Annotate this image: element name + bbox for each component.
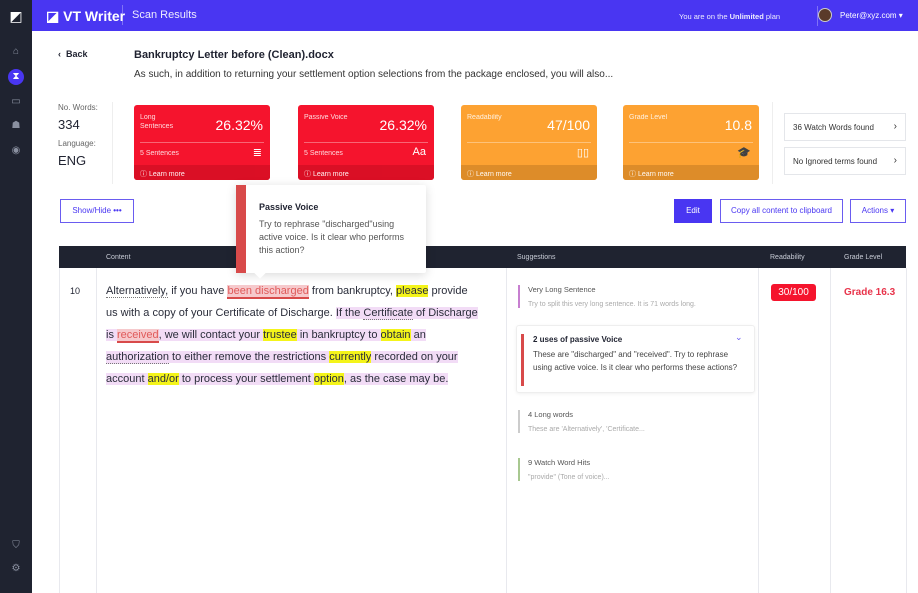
passive-voice-highlight[interactable]: received (117, 329, 159, 343)
card-passive-voice[interactable]: Passive Voice 26.32% 5 Sentences Aa ⓘ Learn … (298, 105, 434, 180)
suggestion-long-words[interactable]: 4 Long words These are 'Alternatively', '… (518, 410, 645, 433)
text-segment[interactable]: authorization (106, 351, 169, 364)
card-grade-level[interactable]: Grade Level 10.8 🎓 ⓘ Learn more (623, 105, 759, 180)
learn-more-link[interactable]: ⓘ Learn more (298, 165, 434, 180)
sidebar: ◩ ⌂ ⧗ ▭ ☗ ◉ ⛉ ⚙ (0, 0, 32, 593)
text-icon: Aa (412, 146, 426, 158)
words-label: No. Words: (58, 103, 98, 112)
plan-text: You are on the Unlimited plan (679, 12, 781, 21)
passive-voice-tooltip: Passive Voice Try to rephrase "discharge… (236, 185, 426, 279)
language-value: ENG (58, 153, 87, 168)
app-logo: ◪ VT Writer (46, 8, 126, 24)
table-header: Content Suggestions Readability Grade Level (59, 246, 906, 268)
avatar[interactable] (818, 8, 832, 22)
row-number: 10 (70, 286, 81, 296)
suggestion-passive-voice[interactable]: 2 uses of passive Voice ⌄ These are "dis… (516, 325, 755, 393)
document-title: Bankruptcy Letter before (Clean).docx (134, 49, 334, 61)
learn-more-link[interactable]: ⓘ Learn more (623, 165, 759, 180)
actions-button[interactable]: Actions ▾ (850, 199, 906, 223)
app-title: VT Writer (63, 8, 126, 24)
user-menu[interactable]: Peter@xyz.com ▾ (840, 11, 903, 20)
watch-words-box[interactable]: 36 Watch Words found › (784, 113, 906, 141)
text-segment: if you have (168, 285, 228, 297)
text-segment[interactable]: Alternatively, (106, 285, 169, 298)
copy-button[interactable]: Copy all content to clipboard (720, 199, 843, 223)
edit-button[interactable]: Edit (674, 199, 712, 223)
section-title: Scan Results (132, 9, 197, 21)
card-icon[interactable]: ▭ (11, 96, 21, 107)
home-icon[interactable]: ⌂ (12, 46, 20, 57)
shield-icon[interactable]: ⛉ (12, 540, 20, 551)
word-count: 334 (58, 117, 80, 132)
back-button[interactable]: ‹ Back (58, 49, 88, 59)
text-segment: from bankruptcy, (308, 285, 397, 297)
logo-icon: ◩ (9, 8, 23, 24)
text-segment[interactable]: Certificate (363, 307, 413, 320)
chevron-down-icon[interactable]: ⌄ (735, 332, 743, 342)
text-segment: provide us with a copy of your Certifica… (106, 285, 468, 319)
text-segment: , we will contact your (158, 329, 264, 341)
content-paragraph[interactable]: Alternatively, if you have been discharg… (106, 280, 478, 390)
hourglass-icon[interactable]: ⧗ (8, 69, 24, 85)
text-segment: , as the case may be. (343, 373, 449, 385)
suggestion-long-sentence[interactable]: Very Long Sentence Try to split this very… (518, 285, 696, 308)
chevron-right-icon: › (893, 121, 897, 132)
card-long-sentences[interactable]: Long Sentences 26.32% 5 Sentences ≣ ⓘ Learn … (134, 105, 270, 180)
watch-word-highlight[interactable]: trustee (263, 329, 297, 341)
ignored-terms-box[interactable]: No Ignored terms found › (784, 147, 906, 175)
gear-icon[interactable]: ⚙ (11, 563, 21, 574)
passive-voice-highlight[interactable]: been discharged (227, 285, 309, 299)
chevron-right-icon: › (893, 155, 897, 166)
learn-more-link[interactable]: ⓘ Learn more (461, 165, 597, 180)
readability-badge: 30/100 (771, 284, 816, 301)
book-icon: ▯▯ (576, 147, 589, 159)
top-bar: ◪ VT Writer Scan Results You are on the … (32, 0, 918, 31)
watch-word-highlight[interactable]: currently (329, 351, 372, 363)
language-label: Language: (58, 139, 96, 148)
text-segment: in bankruptcy to (296, 329, 381, 341)
text-segment: an (410, 329, 426, 341)
users-icon[interactable]: ☗ (11, 120, 21, 131)
lines-icon: ≣ (252, 147, 262, 159)
show-hide-button[interactable]: Show/Hide ••• (60, 199, 134, 223)
grade-value: Grade 16.3 (844, 287, 896, 298)
text-segment: If the (335, 307, 364, 319)
text-segment: to either remove the restrictions (169, 351, 330, 363)
document-excerpt: As such, in addition to returning your s… (134, 69, 614, 80)
suggestion-watch-words[interactable]: 9 Watch Word Hits "provide" (Tone of voic… (518, 458, 610, 481)
text-segment: to process your settlement (178, 373, 314, 385)
eye-icon[interactable]: ◉ (11, 145, 21, 156)
watch-word-highlight[interactable]: and/or (147, 373, 179, 385)
learn-more-link[interactable]: ⓘ Learn more (134, 165, 270, 180)
watch-word-highlight[interactable]: obtain (380, 329, 411, 341)
card-readability[interactable]: Readability 47/100 ▯▯ ⓘ Learn more (461, 105, 597, 180)
watch-word-highlight[interactable]: option (313, 373, 344, 385)
watch-word-highlight[interactable]: please (396, 285, 429, 297)
graduation-cap-icon: 🎓 (737, 147, 751, 159)
